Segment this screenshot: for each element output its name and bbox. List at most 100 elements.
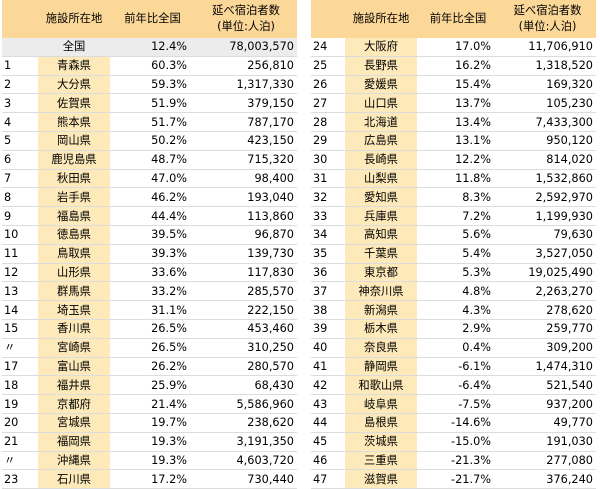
table-row: 40 奈良県 0.4% 309,200 — [311, 338, 596, 358]
table-row: 47 滋賀県 -21.7% 376,240 — [311, 469, 596, 489]
yoy-cell: 39.5% — [110, 225, 195, 245]
prefecture-cell: 大阪府 — [345, 38, 417, 57]
prefecture-cell: 徳島県 — [38, 225, 110, 245]
stays-cell: 7,433,300 — [499, 112, 596, 132]
table-row: 〃宮崎県 26.5% 310,250 — [2, 338, 297, 358]
table-row: 2 大分県 59.3% 1,317,330 — [2, 75, 297, 95]
stays-cell: 1,318,520 — [499, 56, 596, 76]
stays-cell: 521,540 — [499, 375, 596, 396]
rank-cell: 〃 — [2, 451, 38, 471]
stays-cell: 11,706,910 — [499, 38, 596, 57]
yoy-cell: 5.6% — [417, 225, 499, 245]
table-row: 27 山口県 13.7% 105,230 — [311, 93, 596, 114]
prefecture-cell: 奈良県 — [345, 338, 417, 358]
table-row: 10 徳島県 39.5% 96,870 — [2, 225, 297, 245]
table-row: 〃沖縄県 19.3% 4,603,720 — [2, 451, 297, 471]
stays-cell: 238,620 — [195, 413, 297, 433]
prefecture-cell: 静岡県 — [345, 357, 417, 377]
table-row: 20 宮城県 19.7% 238,620 — [2, 413, 297, 433]
stays-cell: 950,120 — [499, 131, 596, 151]
yoy-cell: 50.2% — [110, 131, 195, 151]
rank-cell: 9 — [2, 206, 38, 226]
table-row: 8 岩手県 46.2% 193,040 — [2, 187, 297, 208]
table-row: 25 長野県 16.2% 1,318,520 — [311, 56, 596, 76]
table-row: 36 東京都 5.3% 19,025,490 — [311, 263, 596, 283]
yoy-cell: 12.4% — [110, 38, 195, 57]
ranking-table-left: 施設所在地 前年比全国 延べ宿泊者数 (単位:人泊) 全国 12.4% 78,003… — [2, 0, 297, 489]
stays-cell: 1,532,860 — [499, 169, 596, 189]
rank-cell: 46 — [311, 451, 345, 471]
table-row: 33 兵庫県 7.2% 1,199,930 — [311, 206, 596, 226]
prefecture-cell: 三重県 — [345, 451, 417, 471]
stays-cell: 105,230 — [499, 93, 596, 114]
yoy-cell: 48.7% — [110, 150, 195, 170]
stays-cell: 2,592,970 — [499, 187, 596, 208]
yoy-cell: 13.7% — [417, 93, 499, 114]
prefecture-cell: 山梨県 — [345, 169, 417, 189]
stays-cell: 310,250 — [195, 338, 297, 358]
stays-cell: 280,570 — [195, 357, 297, 377]
stays-cell: 222,150 — [195, 300, 297, 320]
rank-header — [2, 0, 38, 38]
stays-cell: 169,320 — [499, 75, 596, 95]
yoy-cell: 19.3% — [110, 451, 195, 471]
yoy-cell: 19.3% — [110, 432, 195, 452]
yoy-cell: -6.1% — [417, 357, 499, 377]
yoy-cell: 8.3% — [417, 187, 499, 208]
rank-cell: 47 — [311, 469, 345, 489]
rank-cell: 33 — [311, 206, 345, 226]
prefecture-cell: 愛媛県 — [345, 75, 417, 95]
yoy-cell: 0.4% — [417, 338, 499, 358]
yoy-cell: 15.4% — [417, 75, 499, 95]
rank-cell: 45 — [311, 432, 345, 452]
stays-header: 延べ宿泊者数 (単位:人泊) — [195, 0, 297, 38]
prefecture-cell: 滋賀県 — [345, 469, 417, 489]
rank-cell: 26 — [311, 75, 345, 95]
rank-cell: 40 — [311, 338, 345, 358]
yoy-cell: -6.4% — [417, 375, 499, 396]
rank-cell: 18 — [2, 375, 38, 396]
prefecture-cell: 宮城県 — [38, 413, 110, 433]
stays-cell: 5,586,960 — [195, 394, 297, 414]
prefecture-cell: 新潟県 — [345, 300, 417, 320]
prefecture-cell: 愛知県 — [345, 187, 417, 208]
rank-cell: 6 — [2, 150, 38, 170]
stays-cell: 376,240 — [499, 469, 596, 489]
prefecture-cell: 兵庫県 — [345, 206, 417, 226]
prefecture-cell: 島根県 — [345, 413, 417, 433]
table-row: 9 福島県 44.4% 113,860 — [2, 206, 297, 226]
rank-cell: 38 — [311, 300, 345, 320]
rank-cell: 21 — [2, 432, 38, 452]
table-row: 42 和歌山県 -6.4% 521,540 — [311, 375, 596, 396]
table-row: 35 千葉県 5.4% 3,527,050 — [311, 244, 596, 264]
prefecture-cell: 栃木県 — [345, 319, 417, 339]
stays-header-line2: (単位:人泊) — [518, 20, 577, 33]
stays-cell: 78,003,570 — [195, 38, 297, 57]
rank-cell: 36 — [311, 263, 345, 283]
stays-cell: 278,620 — [499, 300, 596, 320]
stays-cell: 256,810 — [195, 56, 297, 76]
table-row: 38 新潟県 4.3% 278,620 — [311, 300, 596, 320]
ranking-body-right: 24 大阪府 17.0% 11,706,910 25 長野県 16.2% 1,318,520 2… — [311, 38, 596, 489]
yoy-cell: 13.4% — [417, 112, 499, 132]
stays-cell: 68,430 — [195, 375, 297, 396]
prefecture-cell: 富山県 — [38, 357, 110, 377]
yoy-header: 前年比全国 — [110, 0, 195, 38]
yoy-cell: 33.6% — [110, 263, 195, 283]
table-row: 4 熊本県 51.7% 787,170 — [2, 112, 297, 132]
yoy-cell: 5.4% — [417, 244, 499, 264]
yoy-cell: -21.3% — [417, 451, 499, 471]
yoy-cell: 59.3% — [110, 75, 195, 95]
rank-cell: 28 — [311, 112, 345, 132]
rank-cell: 39 — [311, 319, 345, 339]
table-row: 1 青森県 60.3% 256,810 — [2, 56, 297, 76]
stays-cell: 49,770 — [499, 413, 596, 433]
stays-header-line2: (単位:人泊) — [217, 20, 275, 33]
prefecture-cell: 群馬県 — [38, 281, 110, 302]
table-row: 44 島根県 -14.6% 49,770 — [311, 413, 596, 433]
yoy-cell: 11.8% — [417, 169, 499, 189]
rank-cell: 24 — [311, 38, 345, 57]
rank-cell: 30 — [311, 150, 345, 170]
rank-cell: 17 — [2, 357, 38, 377]
